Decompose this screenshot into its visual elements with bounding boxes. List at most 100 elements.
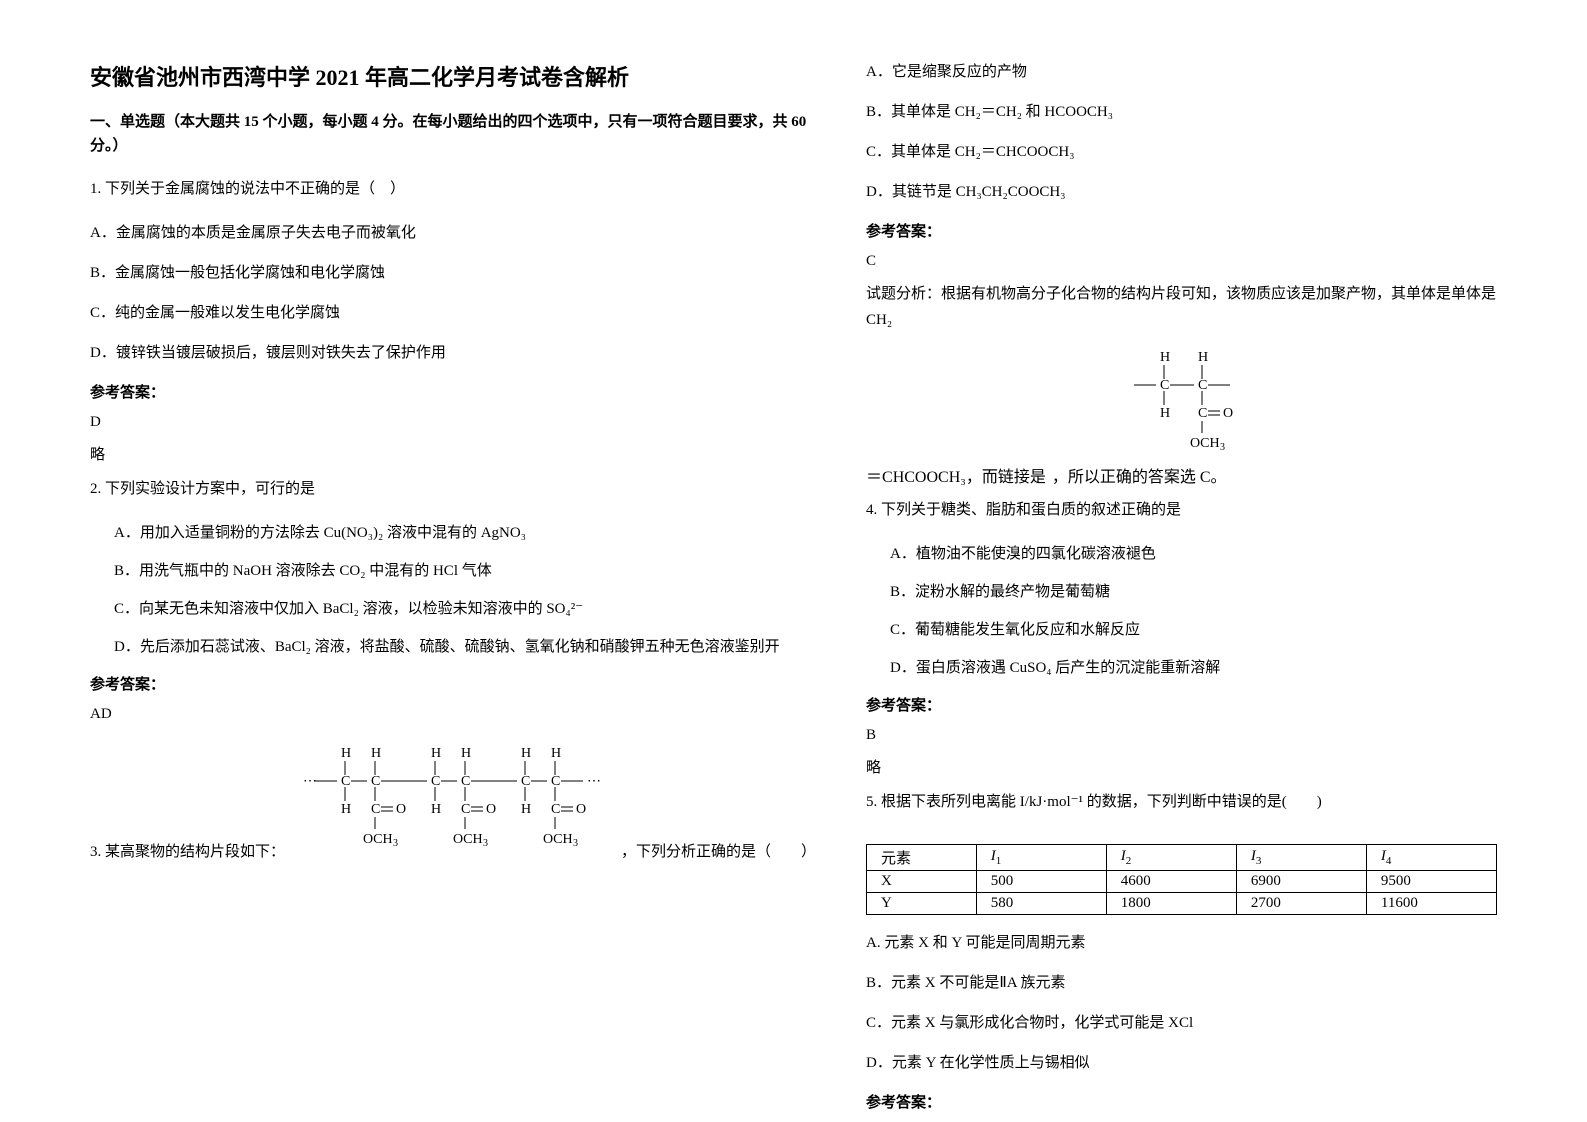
q1-optD: D．镀锌铁当镀层破损后，镀层则对铁失去了保护作用 xyxy=(90,341,816,365)
q2-optC: C．向某无色未知溶液中仅加入 BaCl₂ 溶液，以检验未知溶液中的 SO₄²⁻ xyxy=(90,597,816,621)
q3-optB: B．其单体是 CH₂＝CH₂ 和 HCOOCH₃ xyxy=(866,100,1497,124)
table-cell: Y xyxy=(867,893,977,915)
q5-answer-label: 参考答案： xyxy=(866,1091,1497,1112)
table-header-row: 元素I1I2I3I4 xyxy=(867,845,1497,871)
q5-stem: 5. 根据下表所列电离能 I/kJ·mol⁻¹ 的数据，下列判断中错误的是( ) xyxy=(866,789,1497,816)
svg-text:C: C xyxy=(1198,378,1207,393)
q3-answer-label: 参考答案： xyxy=(866,220,1497,241)
q3-analysis-post: ，所以正确的答案选 C。 xyxy=(1052,463,1227,487)
svg-text:H: H xyxy=(551,746,561,761)
q2-optA: A．用加入适量铜粉的方法除去 Cu(NO₃)₂ 溶液中混有的 AgNO₃ xyxy=(90,521,816,545)
q3-optC: C．其单体是 CH₂＝CHCOOCH₃ xyxy=(866,140,1497,164)
q4-answer-label: 参考答案： xyxy=(866,694,1497,715)
table-cell: 1800 xyxy=(1106,893,1236,915)
q3-answer: C xyxy=(866,253,1497,270)
svg-text:H: H xyxy=(461,746,471,761)
q1-stem: 1. 下列关于金属腐蚀的说法中不正确的是（ ） xyxy=(90,176,816,203)
svg-text:C: C xyxy=(341,774,350,789)
q1-optA: A．金属腐蚀的本质是金属原子失去电子而被氧化 xyxy=(90,221,816,245)
svg-text:3: 3 xyxy=(483,838,488,849)
svg-text:C: C xyxy=(431,774,440,789)
right-column: A．它是缩聚反应的产物 B．其单体是 CH₂＝CH₂ 和 HCOOCH₃ C．其… xyxy=(866,60,1497,1062)
svg-text:3: 3 xyxy=(1220,442,1225,453)
q3-analysis-mid: ＝CHCOOCH₃，而链接是 xyxy=(866,463,1046,487)
svg-text:H: H xyxy=(341,802,351,817)
q4-answer: B xyxy=(866,727,1497,744)
page-title: 安徽省池州市西湾中学 2021 年高二化学月考试卷含解析 xyxy=(90,60,816,92)
svg-text:H: H xyxy=(431,746,441,761)
table-header-cell: I3 xyxy=(1236,845,1366,871)
section-heading: 一、单选题（本大题共 15 个小题，每小题 4 分。在每小题给出的四个选项中，只… xyxy=(90,110,816,158)
q5-optA: A. 元素 X 和 Y 可能是同周期元素 xyxy=(866,931,1497,955)
svg-text:C: C xyxy=(461,802,470,817)
q3-analysis-mid-block: H H C C H C O OCH3 ＝CHCOOCH₃，而链接是 ，所以正确的答案… xyxy=(866,347,1497,487)
svg-text:O: O xyxy=(396,802,406,817)
q1-brief: 略 xyxy=(90,443,816,464)
svg-text:C: C xyxy=(1160,378,1169,393)
table-header-cell: I4 xyxy=(1366,845,1496,871)
svg-text:3: 3 xyxy=(393,838,398,849)
svg-text:3: 3 xyxy=(573,838,578,849)
q4-stem: 4. 下列关于糖类、脂肪和蛋白质的叙述正确的是 xyxy=(866,497,1497,524)
q5-optC: C．元素 X 与氯形成化合物时，化学式可能是 XCl xyxy=(866,1011,1497,1035)
svg-text:C: C xyxy=(461,774,470,789)
q1-optB: B．金属腐蚀一般包括化学腐蚀和电化学腐蚀 xyxy=(90,261,816,285)
svg-text:H: H xyxy=(1198,350,1208,365)
svg-text:OCH: OCH xyxy=(543,832,573,847)
polymer-structure-large: H H H H H H ⋯ C C C C C C xyxy=(293,743,613,853)
table-header-cell: I2 xyxy=(1106,845,1236,871)
table-row: Y5801800270011600 xyxy=(867,893,1497,915)
svg-text:OCH: OCH xyxy=(363,832,393,847)
svg-text:O: O xyxy=(486,802,496,817)
table-row: X500460069009500 xyxy=(867,871,1497,893)
q2-optD: D．先后添加石蕊试液、BaCl₂ 溶液，将盐酸、硫酸、硫酸钠、氢氧化钠和硝酸钾五… xyxy=(90,635,816,659)
svg-text:H: H xyxy=(521,802,531,817)
left-column: 安徽省池州市西湾中学 2021 年高二化学月考试卷含解析 一、单选题（本大题共 … xyxy=(90,60,816,1062)
svg-text:H: H xyxy=(371,746,381,761)
svg-text:H: H xyxy=(1160,406,1170,421)
q1-answer: D xyxy=(90,414,816,431)
q3-optD: D．其链节是 CH₃CH₂COOCH₃ xyxy=(866,180,1497,204)
svg-text:O: O xyxy=(1223,406,1233,421)
svg-text:O: O xyxy=(576,802,586,817)
svg-text:OCH: OCH xyxy=(453,832,483,847)
table-header-cell: 元素 xyxy=(867,845,977,871)
q5-table: 元素I1I2I3I4 X500460069009500Y580180027001… xyxy=(866,844,1497,915)
svg-text:C: C xyxy=(1198,406,1207,421)
table-cell: 9500 xyxy=(1366,871,1496,893)
table-cell: 2700 xyxy=(1236,893,1366,915)
q4-optB: B．淀粉水解的最终产物是葡萄糖 xyxy=(866,580,1497,604)
q3-optA: A．它是缩聚反应的产物 xyxy=(866,60,1497,84)
svg-text:H: H xyxy=(1160,350,1170,365)
svg-text:C: C xyxy=(521,774,530,789)
q5-optD: D．元素 Y 在化学性质上与锡相似 xyxy=(866,1051,1497,1075)
svg-text:⋯: ⋯ xyxy=(587,774,601,789)
svg-text:⋯: ⋯ xyxy=(303,774,317,789)
q4-brief: 略 xyxy=(866,756,1497,777)
q1-answer-label: 参考答案： xyxy=(90,381,816,402)
table-cell: 580 xyxy=(976,893,1106,915)
q2-optB: B．用洗气瓶中的 NaOH 溶液除去 CO₂ 中混有的 HCl 气体 xyxy=(90,559,816,583)
table-cell: X xyxy=(867,871,977,893)
table-cell: 6900 xyxy=(1236,871,1366,893)
table-cell: 4600 xyxy=(1106,871,1236,893)
q3-suffix: ，下列分析正确的是（ ） xyxy=(621,840,816,861)
q4-optA: A．植物油不能使溴的四氯化碳溶液褪色 xyxy=(866,542,1497,566)
table-header-cell: I1 xyxy=(976,845,1106,871)
svg-text:C: C xyxy=(371,774,380,789)
q3-analysis-pre: 试题分析：根据有机物高分子化合物的结构片段可知，该物质应该是加聚产物，其单体是单… xyxy=(866,282,1497,333)
svg-text:C: C xyxy=(551,774,560,789)
q5-optB: B．元素 X 不可能是ⅡA 族元素 xyxy=(866,971,1497,995)
svg-text:OCH: OCH xyxy=(1190,436,1220,451)
q4-optD: D．蛋白质溶液遇 CuSO₄ 后产生的沉淀能重新溶解 xyxy=(866,656,1497,680)
svg-text:H: H xyxy=(521,746,531,761)
q3-line: 3. 某高聚物的结构片段如下： HH HH HH ⋯ C C C C xyxy=(90,735,816,861)
q2-stem: 2. 下列实验设计方案中，可行的是 xyxy=(90,476,816,503)
svg-text:H: H xyxy=(431,802,441,817)
q1-optC: C．纯的金属一般难以发生电化学腐蚀 xyxy=(90,301,816,325)
polymer-fragment: H H C C H C O OCH3 xyxy=(1112,347,1252,457)
table-cell: 11600 xyxy=(1366,893,1496,915)
q4-optC: C．葡萄糖能发生氧化反应和水解反应 xyxy=(866,618,1497,642)
table-cell: 500 xyxy=(976,871,1106,893)
q2-answer-label: 参考答案： xyxy=(90,673,816,694)
